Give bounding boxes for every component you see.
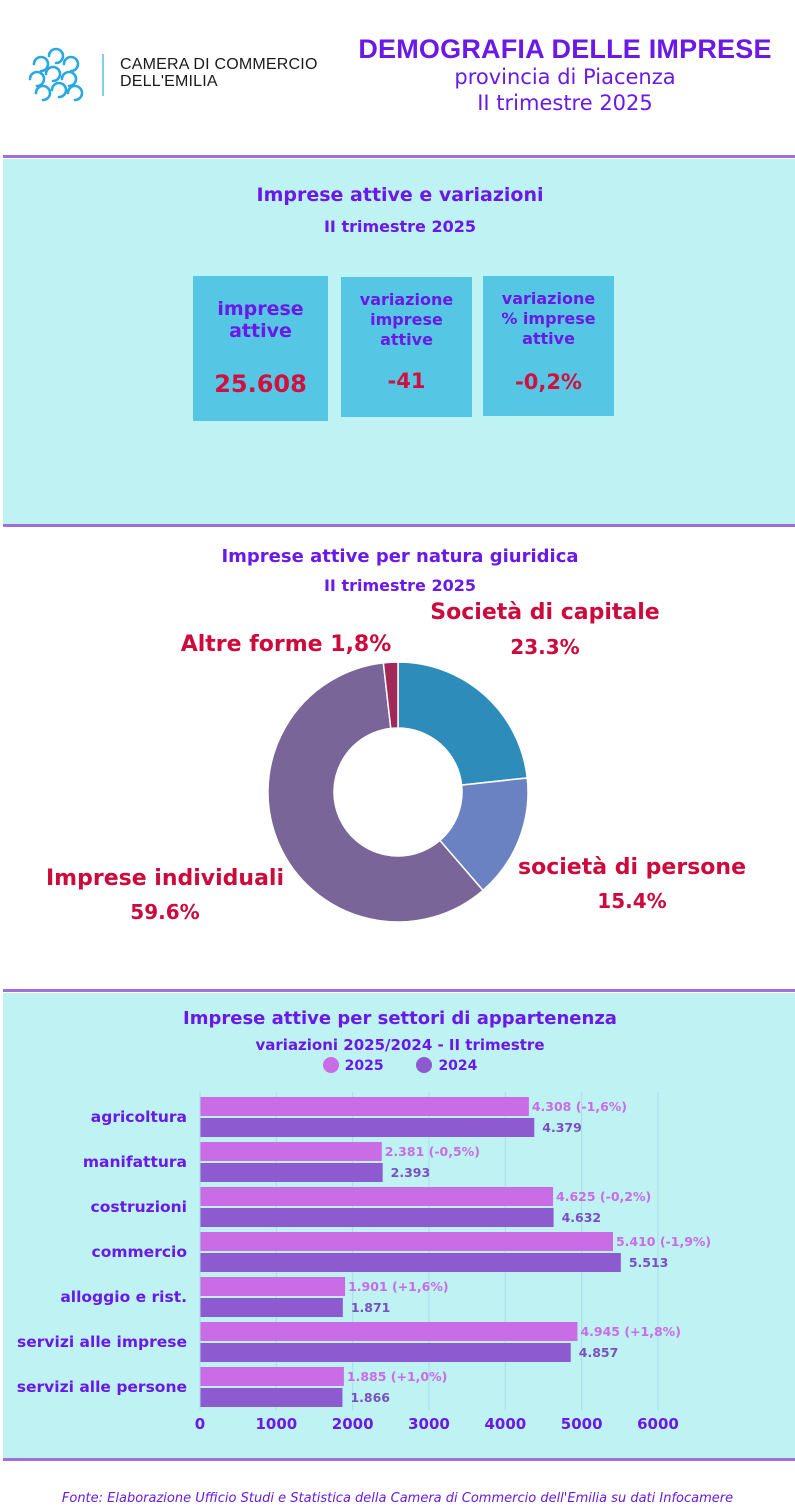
kpi-label: variazione % imprese attive (501, 289, 596, 348)
label-imprese-individuali-pct: 59.6% (130, 900, 200, 924)
source-footer: Fonte: Elaborazione Ufficio Studi e Stat… (61, 1491, 734, 1506)
logo-separator (102, 54, 104, 96)
x-tick-label: 4000 (484, 1415, 526, 1433)
divider (3, 155, 795, 158)
category-label: agricoltura (91, 1108, 187, 1126)
page-title: DEMOGRAFIA DELLE IMPRESE (358, 34, 772, 64)
divider (3, 524, 795, 527)
data-label-2025: 5.410 (-1,9%) (616, 1234, 711, 1249)
data-label-2025: 1.885 (+1,0%) (347, 1369, 447, 1384)
bar-2024 (200, 1388, 343, 1407)
donut-slice-societa-capitale (397, 661, 529, 786)
data-label-2024: 1.871 (351, 1300, 391, 1315)
x-tick-label: 5000 (561, 1415, 603, 1433)
category-label: manifattura (83, 1153, 187, 1171)
page-period: II trimestre 2025 (477, 91, 653, 115)
label-societa-persone: società di persone (518, 855, 746, 880)
data-label-2024: 2.393 (391, 1165, 431, 1180)
data-label-2024: 1.866 (350, 1390, 390, 1405)
bar-section-subtitle: variazioni 2025/2024 - II trimestre (255, 1036, 545, 1054)
data-label-2024: 4.632 (562, 1210, 602, 1225)
legend-dot-2024 (416, 1057, 433, 1073)
bar-2025 (200, 1187, 554, 1206)
legend-dot-2025 (322, 1057, 339, 1073)
data-label-2024: 5.513 (629, 1255, 669, 1270)
page-subtitle: provincia di Piacenza (454, 65, 676, 89)
bar-2025 (200, 1322, 578, 1341)
bar-2025 (200, 1277, 346, 1296)
donut-slice-altre-forme (382, 661, 399, 730)
donut-slice-imprese-individuali (267, 661, 485, 923)
data-label-2025: 1.901 (+1,6%) (348, 1279, 448, 1294)
kpi-value: 25.608 (214, 370, 307, 398)
kpi-section-subtitle: II trimestre 2025 (323, 217, 477, 236)
category-label: costruzioni (91, 1198, 187, 1216)
kpi-card-imprese-attive: imprese attive 25.608 (193, 276, 328, 421)
kpi-label: variazione imprese attive (359, 290, 454, 349)
category-label: commercio (92, 1243, 187, 1261)
bar-2024 (200, 1118, 535, 1137)
category-label: servizi alle persone (17, 1378, 187, 1396)
donut-chart (267, 661, 529, 923)
data-label-2025: 4.945 (+1,8%) (580, 1324, 680, 1339)
x-tick-label: 6000 (637, 1415, 679, 1433)
donut-section-title: Imprese attive per natura giuridica (221, 546, 579, 567)
divider (3, 1458, 795, 1461)
x-tick-label: 1000 (255, 1415, 297, 1433)
bar-2024 (200, 1253, 621, 1272)
bar-2025 (200, 1097, 529, 1116)
kpi-card-variazione: variazione imprese attive -41 (341, 277, 472, 417)
chart-legend: 2025 2024 (0, 1057, 795, 1074)
bar-2025 (200, 1367, 344, 1386)
kpi-value: -0,2% (515, 370, 582, 394)
data-label-2024: 4.857 (579, 1345, 619, 1360)
data-label-2024: 4.379 (542, 1120, 582, 1135)
x-tick-label: 3000 (408, 1415, 450, 1433)
legend-item-2024: 2024 (416, 1057, 477, 1074)
category-label: servizi alle imprese (17, 1333, 187, 1351)
kpi-card-variazione-percentuale: variazione % imprese attive -0,2% (483, 276, 614, 416)
x-tick-label: 2000 (332, 1415, 374, 1433)
category-label: alloggio e rist. (60, 1288, 187, 1306)
kpi-value: -41 (387, 369, 426, 393)
bar-2024 (200, 1163, 383, 1182)
donut-section-subtitle: II trimestre 2025 (323, 576, 477, 595)
label-imprese-individuali: Imprese individuali (45, 866, 284, 891)
bar-2024 (200, 1343, 571, 1362)
kpi-label: imprese attive (217, 298, 304, 342)
divider (3, 989, 795, 992)
page-title-block: DEMOGRAFIA DELLE IMPRESE provincia di Pi… (345, 34, 785, 116)
data-label-2025: 4.308 (-1,6%) (532, 1099, 627, 1114)
legend-item-2025: 2025 (322, 1057, 384, 1074)
data-label-2025: 2.381 (-0,5%) (385, 1144, 480, 1159)
x-tick-label: 0 (195, 1415, 205, 1433)
bar-2025 (200, 1142, 382, 1161)
bar-chart: 0 1000 2000 3000 4000 5000 6000 agricoltura 4.30… (17, 1092, 711, 1433)
bar-section-title: Imprese attive per settori di appartenen… (183, 1008, 617, 1029)
organization-name: CAMERA DI COMMERCIO DELL'EMILIA (120, 56, 318, 90)
label-societa-capitale-pct: 23.3% (510, 635, 580, 659)
bar-2024 (200, 1298, 343, 1317)
label-societa-capitale: Società di capitale (430, 600, 660, 625)
label-societa-persone-pct: 15.4% (597, 889, 667, 913)
bar-2025 (200, 1232, 613, 1251)
camera-commercio-logo-icon (28, 47, 84, 102)
kpi-section-title: Imprese attive e variazioni (256, 184, 544, 206)
data-label-2025: 4.625 (-0,2%) (556, 1189, 651, 1204)
label-altre-forme: Altre forme 1,8% (180, 632, 392, 657)
bar-2024 (200, 1208, 554, 1227)
